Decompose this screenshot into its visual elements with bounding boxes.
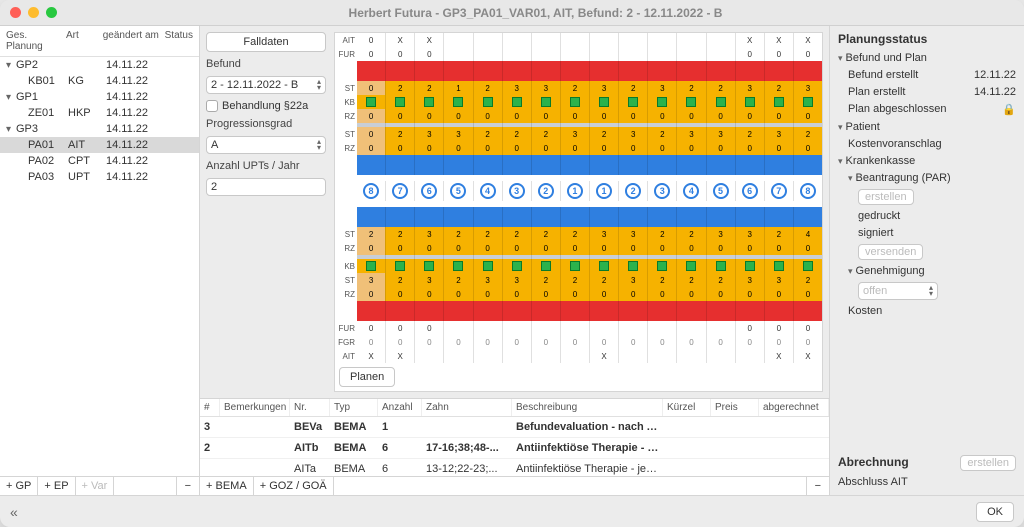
chevron-down-icon[interactable]: ▾ xyxy=(848,173,853,183)
app-window: Herbert Futura - GP3_PA01_VAR01, AIT, Be… xyxy=(0,0,1024,527)
minimize-icon[interactable] xyxy=(28,7,39,18)
col-preis[interactable]: Preis xyxy=(711,399,759,416)
befund-plan-label: Befund und Plan xyxy=(846,52,927,64)
gedruckt-label: gedruckt xyxy=(858,210,900,222)
col-anz[interactable]: Anzahl xyxy=(378,399,422,416)
footer: « OK xyxy=(0,495,1024,527)
collapse-icon[interactable]: « xyxy=(10,504,18,520)
add-gp-button[interactable]: + GP xyxy=(0,477,38,495)
befund-select[interactable]: 2 - 12.11.2022 - B ▴▾ xyxy=(206,76,326,94)
befund-erstellt-label: Befund erstellt xyxy=(848,69,918,81)
add-bema-button[interactable]: + BEMA xyxy=(200,477,254,495)
chevron-down-icon[interactable]: ▾ xyxy=(838,156,843,166)
tree-body: ▾GP214.11.22KB01KG14.11.22▾GP114.11.22ZE… xyxy=(0,57,199,476)
col-zahn[interactable]: Zahn xyxy=(422,399,512,416)
tree-row[interactable]: PA03UPT14.11.22 xyxy=(0,169,199,185)
kosten2-label: Kosten xyxy=(848,305,882,317)
col-date[interactable]: geändert am xyxy=(103,30,165,52)
table-footer: + BEMA + GOZ / GOÄ − xyxy=(200,476,829,495)
titlebar: Herbert Futura - GP3_PA01_VAR01, AIT, Be… xyxy=(0,0,1024,26)
patient-label: Patient xyxy=(846,121,880,133)
col-bemerk[interactable]: Bemerkungen xyxy=(220,399,290,416)
center-panel: Falldaten Befund 2 - 12.11.2022 - B ▴▾ B… xyxy=(200,26,829,495)
befund-date: 12.11.22 xyxy=(974,69,1016,81)
col-kuerzel[interactable]: Kürzel xyxy=(663,399,711,416)
erstellen-button[interactable]: erstellen xyxy=(858,189,914,205)
remove-button[interactable]: − xyxy=(176,477,199,495)
upt-label: Anzahl UPTs / Jahr xyxy=(206,160,326,172)
beantragung-label: Beantragung (PAR) xyxy=(856,172,951,184)
add-var-button[interactable]: + Var xyxy=(76,477,115,495)
table-row[interactable]: 3BEVaBEMA1Befundevaluation - nach AIT xyxy=(200,417,829,438)
chevron-down-icon[interactable]: ▾ xyxy=(848,266,853,276)
table-row[interactable]: 2AITbBEMA617-16;38;48-...Antiinfektiöse … xyxy=(200,438,829,459)
behandlung-checkbox[interactable]: Behandlung §22a xyxy=(206,100,326,112)
tree-row[interactable]: KB01KG14.11.22 xyxy=(0,73,199,89)
abrechnung-erstellen-button[interactable]: erstellen xyxy=(960,455,1016,471)
tree-header: Ges. Planung Art geändert am Status xyxy=(0,26,199,57)
add-goz-button[interactable]: + GOZ / GOÄ xyxy=(254,477,334,495)
plan-date: 14.11.22 xyxy=(974,86,1016,98)
prog-label: Progressionsgrad xyxy=(206,118,326,130)
ok-button[interactable]: OK xyxy=(976,502,1014,522)
add-ep-button[interactable]: + EP xyxy=(38,477,75,495)
befund-label: Befund xyxy=(206,58,326,70)
dental-chart: AIT0XXXXXFUR000000ST0221233232322323KBRZ… xyxy=(334,32,823,392)
traffic-lights xyxy=(10,7,57,18)
befund-value: 2 - 12.11.2022 - B xyxy=(211,79,298,91)
chevron-down-icon[interactable]: ▾ xyxy=(838,122,843,132)
col-num[interactable]: # xyxy=(200,399,220,416)
chevron-down-icon[interactable]: ▾ xyxy=(838,53,843,63)
plan-erstellt-label: Plan erstellt xyxy=(848,86,905,98)
offen-select[interactable]: offen▴▾ xyxy=(858,282,938,300)
versenden-button[interactable]: versenden xyxy=(858,244,923,260)
signiert-label: signiert xyxy=(858,227,893,239)
behandlung-label: Behandlung §22a xyxy=(222,100,308,112)
upt-input[interactable]: 2 xyxy=(206,178,326,196)
plan-abg-label: Plan abgeschlossen xyxy=(848,103,946,116)
tree-row[interactable]: PA02CPT14.11.22 xyxy=(0,153,199,169)
close-icon[interactable] xyxy=(10,7,21,18)
table-row[interactable]: AITaBEMA613-12;22-23;...Antiinfektiöse T… xyxy=(200,459,829,476)
col-besch[interactable]: Beschreibung xyxy=(512,399,663,416)
tree-row[interactable]: ▾GP314.11.22 xyxy=(0,121,199,137)
col-planung[interactable]: Ges. Planung xyxy=(6,30,66,52)
window-title: Herbert Futura - GP3_PA01_VAR01, AIT, Be… xyxy=(57,6,1014,20)
tree-row[interactable]: ZE01HKP14.11.22 xyxy=(0,105,199,121)
select-arrows-icon: ▴▾ xyxy=(929,285,933,297)
remove-row-button[interactable]: − xyxy=(806,477,829,495)
table-body: 3BEVaBEMA1Befundevaluation - nach AIT2AI… xyxy=(200,417,829,476)
tree-row[interactable]: PA01AIT14.11.22 xyxy=(0,137,199,153)
lock-icon[interactable]: 🔒 xyxy=(1002,103,1016,116)
col-typ[interactable]: Typ xyxy=(330,399,378,416)
tree-row[interactable]: ▾GP214.11.22 xyxy=(0,57,199,73)
genehmigung-label: Genehmigung xyxy=(856,265,925,277)
select-arrows-icon: ▴▾ xyxy=(317,79,321,91)
col-status[interactable]: Status xyxy=(165,30,193,52)
planungsstatus-title: Planungsstatus xyxy=(838,32,1016,46)
prog-value: A xyxy=(211,139,218,151)
right-panel: Planungsstatus ▾Befund und Plan Befund e… xyxy=(829,26,1024,495)
zoom-icon[interactable] xyxy=(46,7,57,18)
select-arrows-icon: ▴▾ xyxy=(317,139,321,151)
tree-row[interactable]: ▾GP114.11.22 xyxy=(0,89,199,105)
left-footer: + GP + EP + Var − xyxy=(0,476,199,495)
left-panel: Ges. Planung Art geändert am Status ▾GP2… xyxy=(0,26,200,495)
planen-button[interactable]: Planen xyxy=(339,367,395,387)
form-column: Falldaten Befund 2 - 12.11.2022 - B ▴▾ B… xyxy=(206,32,326,392)
abschluss-label: Abschluss AIT xyxy=(838,476,908,488)
kosten-label: Kostenvoranschlag xyxy=(848,138,942,150)
col-art[interactable]: Art xyxy=(66,30,103,52)
abrechnung-title: Abrechnung xyxy=(838,455,909,469)
checkbox-icon xyxy=(206,100,218,112)
col-nr[interactable]: Nr. xyxy=(290,399,330,416)
procedure-table: # Bemerkungen Nr. Typ Anzahl Zahn Beschr… xyxy=(200,398,829,495)
prog-select[interactable]: A ▴▾ xyxy=(206,136,326,154)
kk-label: Krankenkasse xyxy=(846,155,916,167)
falldaten-button[interactable]: Falldaten xyxy=(206,32,326,52)
col-abger[interactable]: abgerechnet xyxy=(759,399,829,416)
table-header: # Bemerkungen Nr. Typ Anzahl Zahn Beschr… xyxy=(200,399,829,417)
